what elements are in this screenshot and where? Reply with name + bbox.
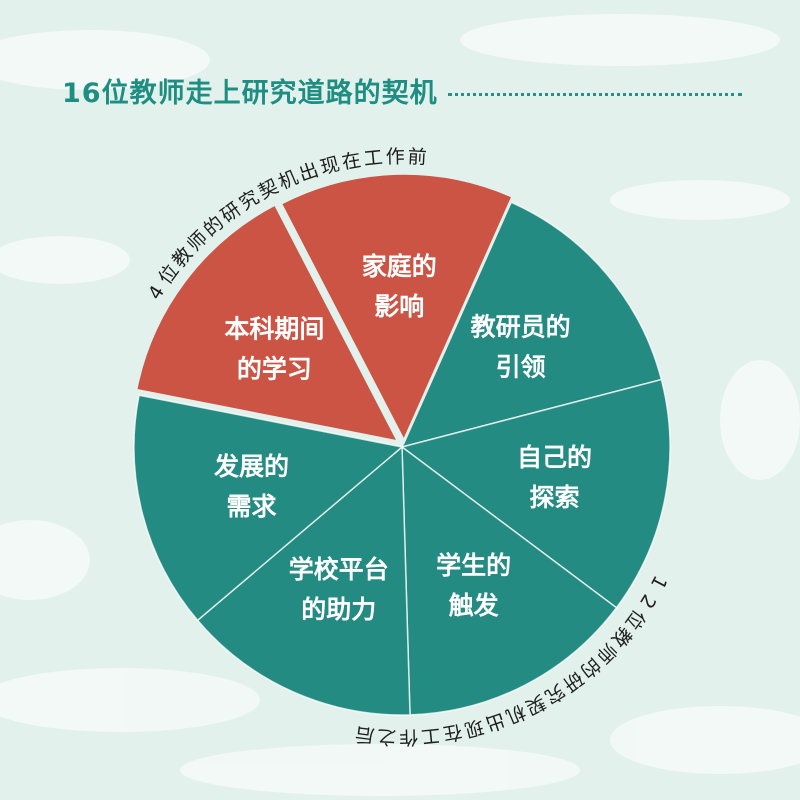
- title-dotted-line: [447, 92, 742, 96]
- pie-slice-0: [400, 201, 663, 449]
- group-annotation-char: 现: [462, 715, 486, 741]
- chart-title: 16位教师走上研究道路的契机: [62, 77, 438, 109]
- pie-slice-5: [134, 202, 402, 445]
- slice-label-0: 教研员的引领: [471, 312, 571, 381]
- slice-label-3: 学校平台的助力: [289, 555, 389, 624]
- group-annotation-char: 工: [420, 724, 441, 748]
- group-annotation-char: 2: [635, 590, 660, 612]
- slice-label-4: 发展的需求: [213, 452, 289, 521]
- title-row: 16位教师走上研究道路的契机: [62, 70, 742, 110]
- group-annotation-char: 作: [385, 146, 405, 168]
- group-annotation-char: 出: [296, 159, 321, 186]
- group-annotation-char: 作: [399, 726, 419, 748]
- pie-slice-6: [278, 171, 515, 445]
- group-annotation-char: 现: [318, 153, 342, 179]
- pie-slice-1: [400, 378, 671, 609]
- group-annotation-char: 后: [354, 722, 376, 746]
- pie-slice-3: [196, 445, 411, 716]
- group-annotation-char: 之: [377, 725, 397, 748]
- group-annotation-char: 在: [340, 149, 363, 174]
- slice-label-6: 家庭的影响: [362, 252, 437, 321]
- pie-slice-2: [401, 445, 618, 716]
- slice-label-1: 自己的探索: [517, 443, 592, 512]
- group-annotation-char: 在: [441, 720, 464, 745]
- group-annotation-char: 前: [407, 146, 427, 169]
- pie-slice-4: [133, 394, 404, 622]
- slice-label-5: 本科期间的学习: [224, 315, 324, 384]
- slice-label-2: 学生的触发: [436, 551, 511, 620]
- group-annotation-char: 工: [363, 147, 384, 171]
- group-annotation-char: 4: [144, 282, 169, 304]
- group-annotation-char: 1: [646, 572, 671, 593]
- group-annotation-char: 出: [483, 708, 508, 735]
